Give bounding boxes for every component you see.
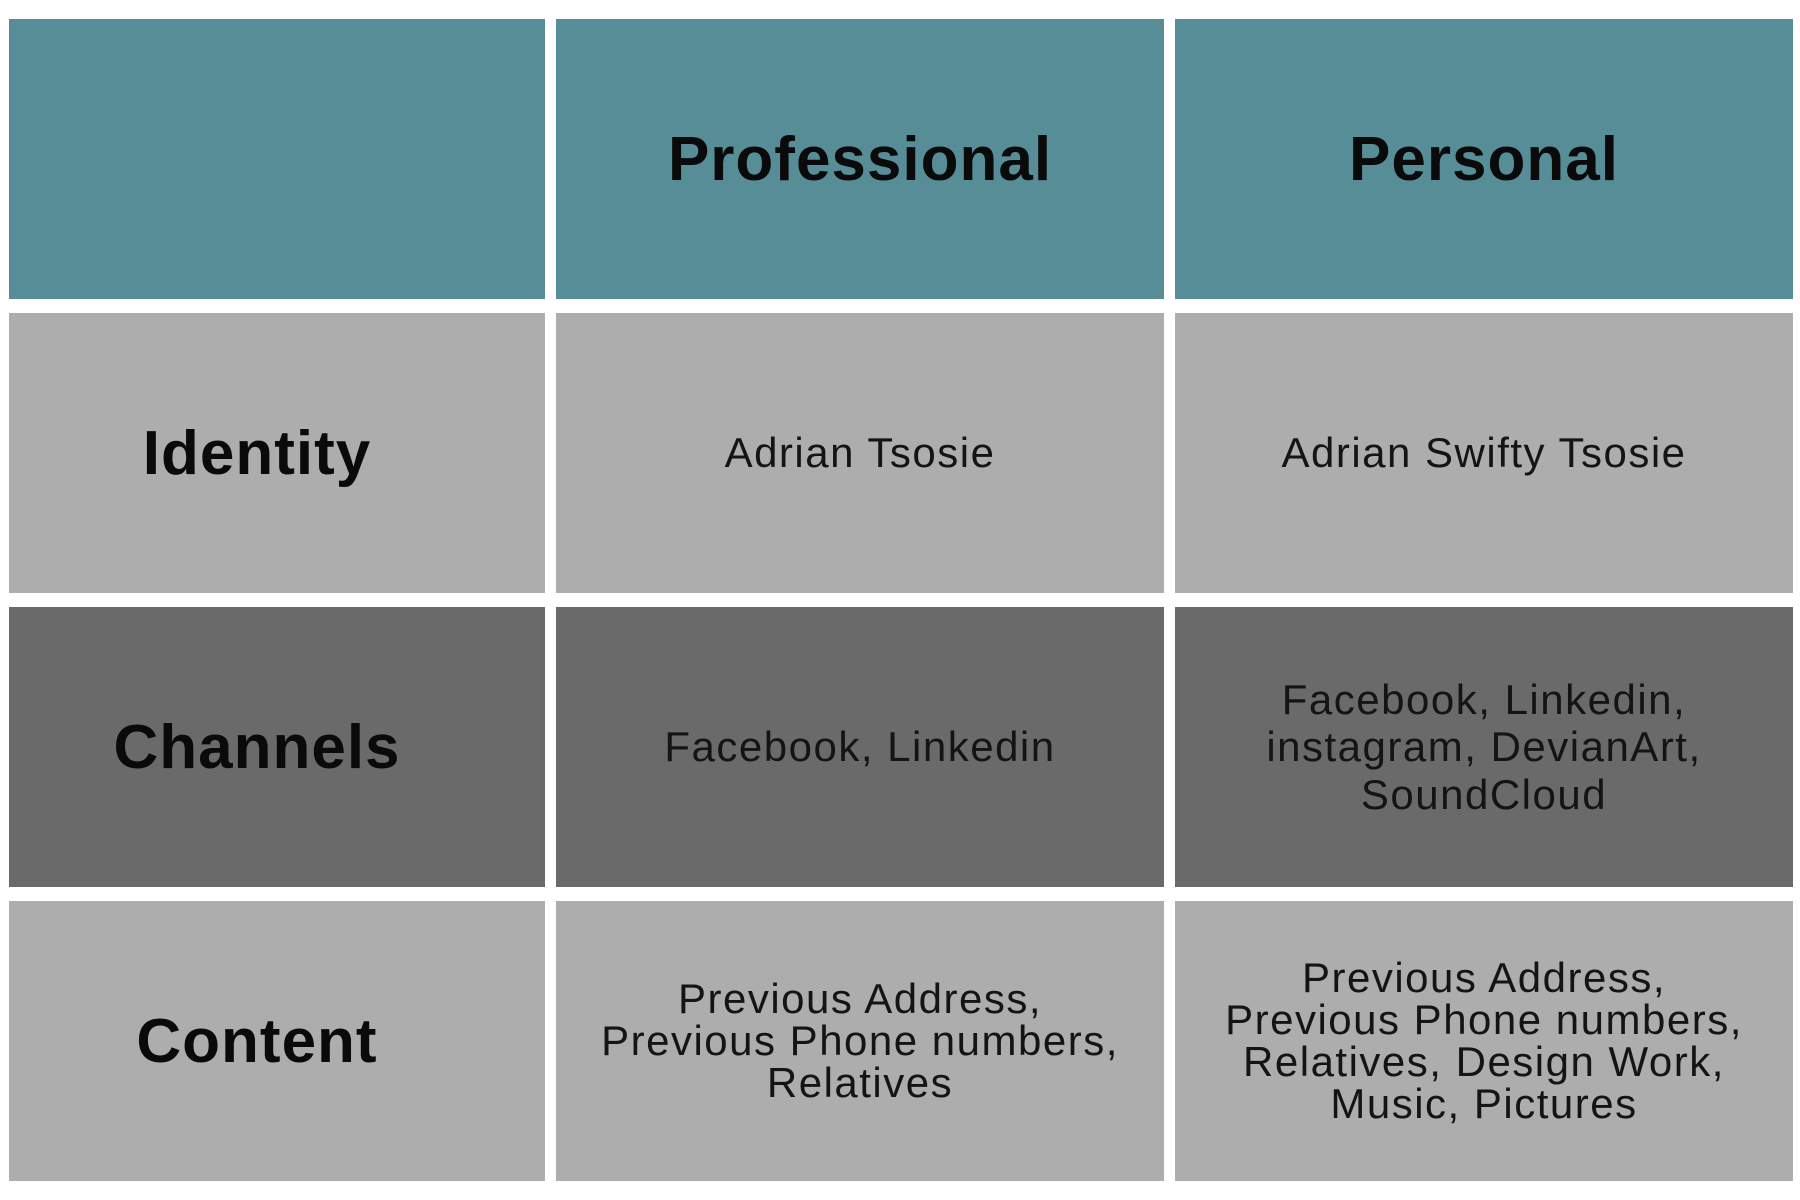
row-title-identity: Identity — [142, 418, 372, 488]
header-corner-cell — [9, 19, 545, 299]
content-professional-value: Previous Address, Previous Phone numbers… — [601, 975, 1119, 1106]
cell-content-professional: Previous Address, Previous Phone numbers… — [556, 901, 1164, 1181]
header-professional: Professional — [556, 19, 1164, 299]
row-title-content: Content — [136, 1006, 378, 1076]
row-title-channels: Channels — [113, 712, 401, 782]
channels-personal-value: Facebook, Linkedin, instagram, DevianArt… — [1266, 676, 1702, 818]
identity-personal-value: Adrian Swifty Tsosie — [1281, 429, 1687, 476]
cell-channels-personal: Facebook, Linkedin, instagram, DevianArt… — [1175, 607, 1793, 887]
cell-content-personal: Previous Address, Previous Phone numbers… — [1175, 901, 1793, 1181]
cell-identity-personal: Adrian Swifty Tsosie — [1175, 313, 1793, 593]
cell-channels-professional: Facebook, Linkedin — [556, 607, 1164, 887]
content-personal-value: Previous Address, Previous Phone numbers… — [1225, 954, 1743, 1127]
row-header-identity: Identity — [9, 313, 545, 593]
column-title-personal: Personal — [1349, 124, 1619, 194]
column-title-professional: Professional — [667, 124, 1053, 194]
identity-professional-value: Adrian Tsosie — [724, 429, 996, 476]
row-header-content: Content — [9, 901, 545, 1181]
cell-identity-professional: Adrian Tsosie — [556, 313, 1164, 593]
header-personal: Personal — [1175, 19, 1793, 299]
channels-professional-value: Facebook, Linkedin — [664, 723, 1056, 770]
comparison-table: Professional Personal Identity Adrian Ts… — [9, 19, 1793, 1181]
row-header-channels: Channels — [9, 607, 545, 887]
